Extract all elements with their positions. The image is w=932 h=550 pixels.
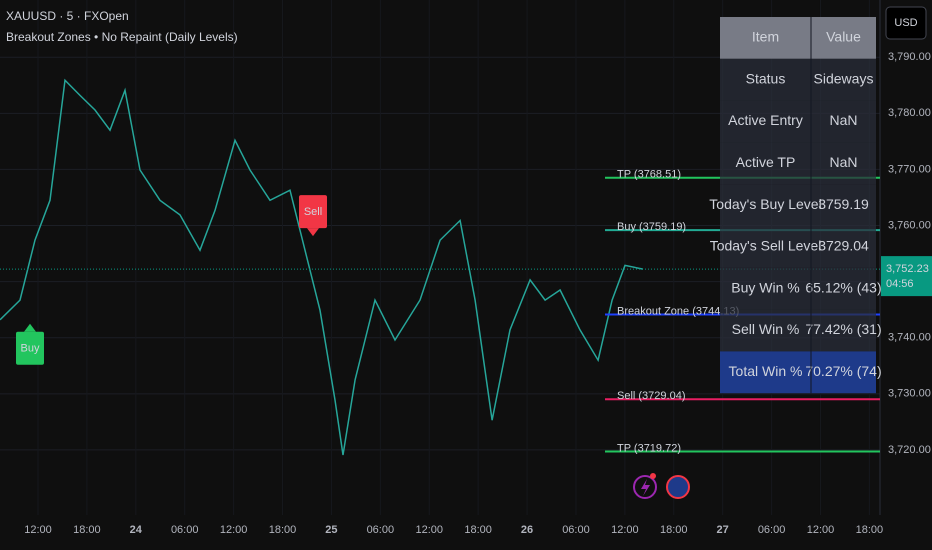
table-cell: 3759.19 (818, 196, 869, 212)
y-tick-label: 3,760.00 (888, 219, 931, 231)
table-row-bg (720, 226, 876, 268)
signal-box (15, 331, 44, 365)
table-cell: 3729.04 (818, 238, 869, 254)
signal: Buy (15, 323, 44, 365)
x-tick-label: 18:00 (269, 524, 297, 536)
x-tick-label: 24 (130, 524, 143, 536)
table-cell: 65.12% (43) (805, 279, 881, 295)
x-tick-label: 12:00 (220, 524, 248, 536)
y-tick-label: 3,790.00 (888, 51, 931, 63)
table-row-bg (720, 267, 876, 310)
y-tick-label: 3,730.00 (888, 388, 931, 400)
level-label: Sell (3729.04) (617, 390, 686, 402)
stats-table: Item Value Status Sideways Active Entry NaN Ac… (709, 17, 882, 394)
table-cell: NaN (829, 154, 857, 170)
x-tick-label: 25 (325, 524, 337, 536)
x-tick-label: 18:00 (73, 524, 101, 536)
x-tick-label: 18:00 (464, 524, 492, 536)
x-tick-label: 12:00 (24, 524, 52, 536)
table-row-bg (720, 309, 876, 352)
table-cell: Buy Win % (731, 279, 799, 295)
signal-pointer (23, 323, 36, 332)
level-label: TP (3719.72) (617, 442, 681, 454)
x-tick-label: 27 (717, 524, 729, 536)
last-price-tag (881, 256, 932, 297)
x-tick-label: 06:00 (758, 524, 786, 536)
y-tick-label: 3,780.00 (888, 107, 931, 119)
last-price-label: 3,752.23 (886, 263, 929, 275)
bolt (641, 479, 650, 496)
table-row-bg (720, 142, 876, 185)
x-tick-label: 12:00 (415, 524, 443, 536)
notice-dot (650, 473, 656, 479)
table-cell: Total Win % (729, 363, 803, 379)
x-tick-label: 18:00 (856, 524, 884, 536)
table-cell: Active TP (736, 154, 796, 170)
table-header-bg (720, 17, 876, 59)
x-tick-label: 06:00 (562, 524, 590, 536)
signal-pointer (307, 228, 320, 237)
table-cell: Today's Sell Level (710, 238, 822, 254)
flag-icon[interactable] (666, 475, 690, 499)
table-cell: Active Entry (728, 112, 803, 128)
icons (633, 473, 690, 499)
table-cell: Sell Win % (732, 321, 800, 337)
x-tick-label: 12:00 (611, 524, 639, 536)
level-label: Buy (3759.19) (617, 221, 686, 233)
alert-icon[interactable] (633, 475, 657, 499)
signal-label: Sell (304, 206, 322, 218)
table-cell: Sideways (814, 70, 874, 86)
table-cell: Status (746, 70, 786, 86)
table-cell: Today's Buy Level (709, 196, 821, 212)
signal-label: Buy (21, 343, 40, 355)
level-label: Breakout Zone (3744.13) (617, 305, 739, 317)
table-row-bg (720, 184, 876, 226)
table-header-cell: Item (752, 29, 779, 45)
x-tick-label: 26 (521, 524, 533, 536)
x-tick-label: 18:00 (660, 524, 688, 536)
table-row-bg (720, 58, 876, 101)
x-tick-label: 06:00 (171, 524, 199, 536)
y-tick-label: 3,720.00 (888, 444, 931, 456)
signal: Sell (299, 195, 328, 237)
x-tick-label: 12:00 (807, 524, 835, 536)
table-row-bg (720, 351, 876, 394)
level-label: TP (3768.51) (617, 169, 681, 181)
indicator-title: Breakout Zones • No Repaint (Daily Level… (6, 30, 238, 44)
price-line (0, 78, 644, 456)
table-header-cell: Value (826, 29, 861, 45)
table-row-bg (720, 100, 876, 143)
symbol-title: XAUUSD · 5 · FXOpen (6, 9, 129, 23)
table-cell: 77.42% (31) (805, 321, 881, 337)
y-tick-label: 3,770.00 (888, 163, 931, 175)
x-tick-label: 06:00 (367, 524, 395, 536)
countdown: 04:56 (886, 278, 914, 290)
currency-label: USD (894, 17, 917, 29)
y-tick-label: 3,740.00 (888, 332, 931, 344)
table-cell: 70.27% (74) (805, 363, 881, 379)
currency-button[interactable] (885, 6, 927, 40)
signal-box (299, 195, 328, 229)
table-cell: NaN (829, 112, 857, 128)
